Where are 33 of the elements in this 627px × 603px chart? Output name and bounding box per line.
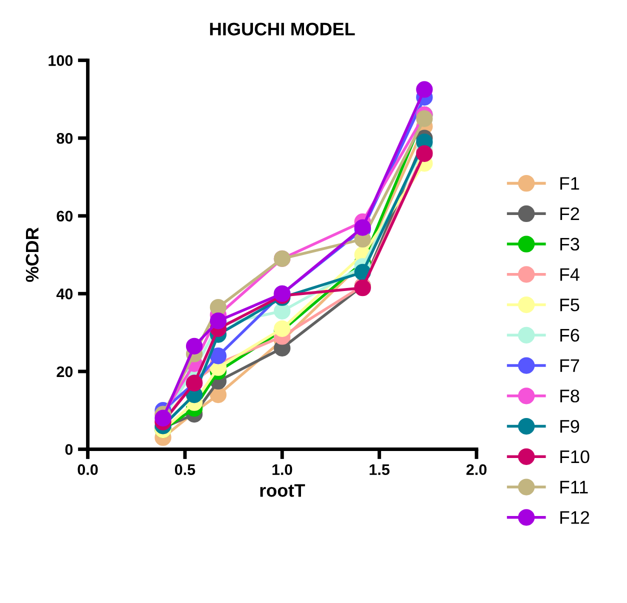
legend-label: F6 xyxy=(560,328,580,342)
point xyxy=(186,338,203,354)
point xyxy=(210,312,227,330)
point xyxy=(416,81,433,98)
y-tick-label: 60 xyxy=(56,210,73,222)
legend-label: F9 xyxy=(560,420,580,433)
legend-label: F8 xyxy=(560,390,580,402)
legend-label: F10 xyxy=(560,450,590,464)
legend-label: F2 xyxy=(560,207,580,220)
point xyxy=(210,298,227,316)
legend-label: F7 xyxy=(560,359,580,372)
legend-label: F3 xyxy=(560,238,580,251)
x-tick-label: 0.5 xyxy=(174,464,196,476)
x-tick-label: 1.0 xyxy=(272,464,292,476)
point xyxy=(210,348,227,364)
legend-label: F5 xyxy=(560,298,580,312)
point xyxy=(416,110,433,127)
y-tick-label: 100 xyxy=(48,55,73,66)
y-axis-title: %CDR xyxy=(26,228,39,282)
x-tick-label: 0.0 xyxy=(78,464,98,476)
y-tick-label: 40 xyxy=(56,288,73,300)
x-axis-title: rootT xyxy=(260,484,306,497)
legend-label: F12 xyxy=(560,511,590,524)
x-tick-label: 1.5 xyxy=(370,464,390,476)
legend-label: F11 xyxy=(560,480,588,494)
point xyxy=(274,302,290,320)
y-tick-label: 80 xyxy=(56,132,73,144)
legend-label: F4 xyxy=(560,268,580,281)
chart-title: HIGUCHI MODEL xyxy=(210,22,355,36)
x-tick-label: 2.0 xyxy=(466,464,487,476)
legend-label: F1 xyxy=(560,177,580,190)
y-tick-label: 0 xyxy=(65,444,73,455)
y-tick-label: 20 xyxy=(56,366,73,378)
